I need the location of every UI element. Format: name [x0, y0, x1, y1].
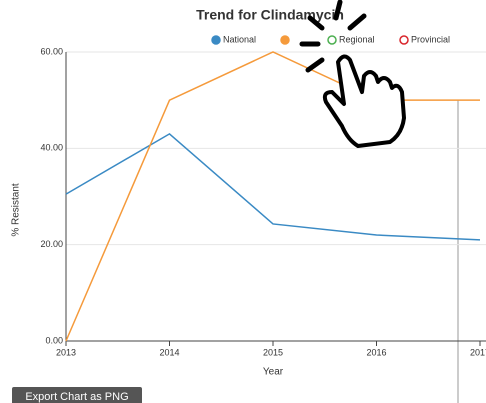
x-tick-label: 2017: [470, 347, 486, 357]
x-tick-label: 2013: [56, 347, 76, 357]
legend-label: Provincial: [411, 34, 450, 44]
legend-marker: [399, 35, 409, 45]
legend-marker: [327, 35, 337, 45]
series-line: [65, 132, 481, 241]
y-tick-label: 0.00: [45, 335, 63, 345]
y-tick-label: 60.00: [40, 46, 63, 56]
legend-label: Regional: [339, 34, 375, 44]
x-tick-label: 2016: [366, 347, 386, 357]
legend-marker: [211, 35, 221, 45]
legend-marker: [280, 35, 290, 45]
x-tick-label: 2014: [159, 347, 179, 357]
button[interactable]: Export Chart as PNG: [12, 387, 142, 403]
button-bg[interactable]: [12, 387, 142, 403]
y-tick-label: 40.00: [40, 143, 63, 153]
chart-title: Trend for Clindamycin: [196, 7, 344, 23]
hand-cursor: [299, 0, 406, 148]
x-axis-label: Year: [263, 367, 284, 378]
legend-label: National: [223, 34, 256, 44]
plot: 0.00 20.00 40.00 60.00 2013 2014 2015 2016 2017 N…: [40, 34, 486, 357]
y-tick-label: 20.00: [40, 239, 63, 249]
series-line: [65, 51, 480, 342]
y-axis-label: % Resistant: [11, 183, 22, 237]
button-label[interactable]: Export Chart as PNG: [25, 391, 128, 403]
x-tick-label: 2015: [263, 347, 283, 357]
